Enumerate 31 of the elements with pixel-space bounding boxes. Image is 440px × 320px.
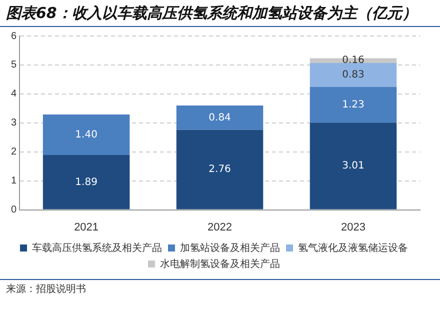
bar (310, 86, 397, 123)
legend-label: 水电解制氢设备及相关产品 (160, 258, 280, 270)
y-tick-label: 5 (11, 60, 17, 71)
y-tick-label: 1 (11, 176, 17, 187)
data-label: 3.01 (342, 160, 364, 172)
y-tick-label: 0 (11, 204, 17, 216)
data-label: 1.23 (342, 99, 364, 110)
legend-label: 加氢站设备及相关产品 (180, 242, 280, 254)
data-label: 1.89 (75, 176, 98, 188)
x-tick-label: 2023 (341, 221, 366, 234)
data-label: 0.83 (342, 70, 364, 81)
bar (176, 130, 264, 210)
y-tick-label: 6 (11, 30, 17, 42)
data-label: 0.16 (342, 55, 364, 66)
bar (310, 62, 397, 87)
bar (42, 155, 130, 210)
bar (176, 106, 264, 130)
y-tick-label: 4 (11, 88, 17, 100)
legend-label: 氢气液化及液氢储运设备 (298, 242, 408, 254)
x-tick-label: 2021 (74, 221, 99, 234)
y-tick-label: 3 (11, 118, 17, 129)
x-tick-label: 2022 (208, 221, 232, 234)
data-label: 2.76 (208, 164, 231, 176)
bar (42, 114, 130, 156)
chart-title: 图表68：收入以车载高压供氢系统和加氢站设备为主（亿元） (0, 0, 440, 27)
bar (310, 122, 397, 210)
data-label: 1.40 (75, 129, 98, 140)
source-note: 来源：招股说明书 (0, 279, 440, 298)
data-label: 0.84 (208, 112, 231, 124)
y-tick-label: 2 (11, 146, 17, 158)
legend-label: 车载高压供氢系统及相关产品 (32, 242, 162, 254)
